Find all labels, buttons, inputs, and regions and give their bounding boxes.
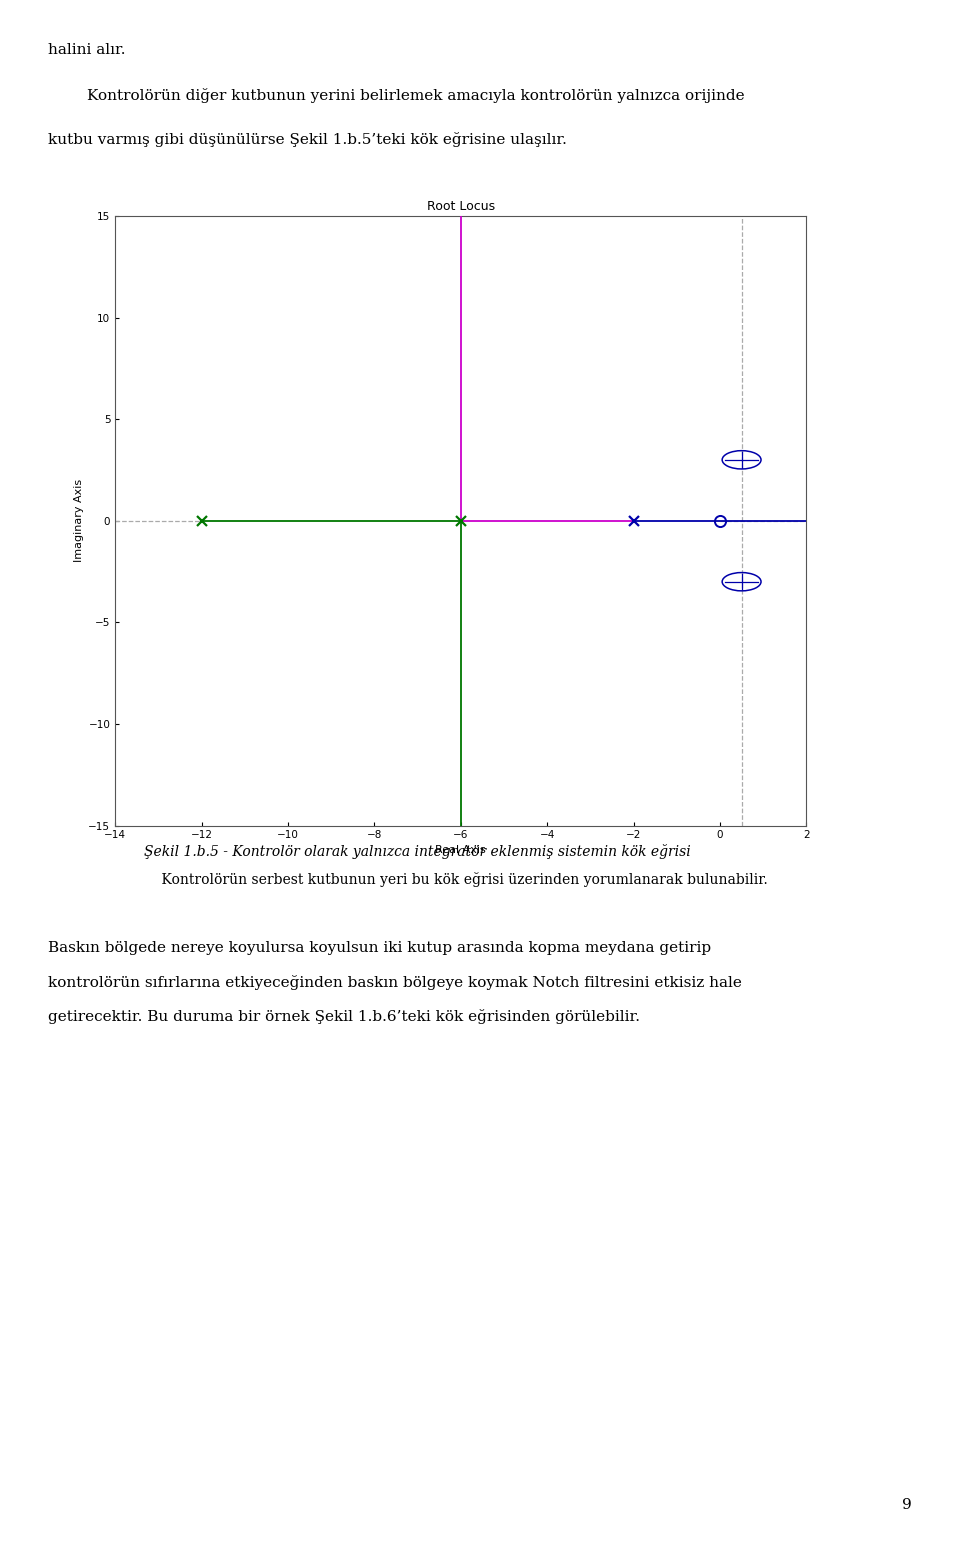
Text: Baskın bölgede nereye koyulursa koyulsun iki kutup arasında kopma meydana getiri: Baskın bölgede nereye koyulursa koyulsun… <box>48 941 711 955</box>
Y-axis label: Imaginary Axis: Imaginary Axis <box>74 480 84 562</box>
Text: 9: 9 <box>902 1498 912 1512</box>
Text: kutbu varmış gibi düşünülürse Şekil 1.b.5’teki kök eğrisine ulaşılır.: kutbu varmış gibi düşünülürse Şekil 1.b.… <box>48 133 566 147</box>
Text: kontrolörün sıfırlarına etkiyeceğinden baskın bölgeye koymak Notch filtresini et: kontrolörün sıfırlarına etkiyeceğinden b… <box>48 975 742 991</box>
Title: Root Locus: Root Locus <box>427 201 494 213</box>
Text: Kontrolörün diğer kutbunun yerini belirlemek amacıyla kontrolörün yalnızca oriji: Kontrolörün diğer kutbunun yerini belirl… <box>48 88 745 103</box>
Text: getirecektir. Bu duruma bir örnek Şekil 1.b.6’teki kök eğrisinden görülebilir.: getirecektir. Bu duruma bir örnek Şekil … <box>48 1009 640 1025</box>
Text: Kontrolörün serbest kutbunun yeri bu kök eğrisi üzerinden yorumlanarak bulunabil: Kontrolörün serbest kutbunun yeri bu kök… <box>144 872 768 887</box>
X-axis label: Real Axis: Real Axis <box>436 844 486 855</box>
Text: Şekil 1.b.5 - Kontrolör olarak yalnızca integratör eklenmiş sistemin kök eğrisi: Şekil 1.b.5 - Kontrolör olarak yalnızca … <box>144 844 691 859</box>
Text: halini alır.: halini alır. <box>48 43 126 57</box>
